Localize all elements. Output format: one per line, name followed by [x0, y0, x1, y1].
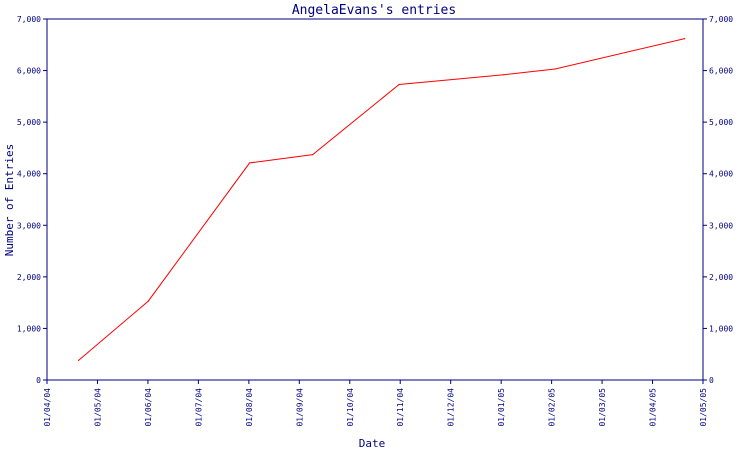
y-axis-left: 0 1,000 2,000 3,000 4,000 5,000 6,000 7,000 [17, 15, 47, 385]
series-layer [78, 38, 686, 361]
x-axis: 01/04/04 01/05/04 01/06/04 01/07/04 01/08/04… [43, 380, 708, 427]
y-tick-label-left: 5,000 [17, 118, 41, 127]
x-tick-label: 01/11/04 [396, 388, 405, 427]
y-tick-label-left: 7,000 [17, 15, 41, 24]
data-point [312, 154, 314, 156]
series-line [78, 38, 685, 361]
y-tick-label-left: 6,000 [17, 67, 41, 76]
x-tick-label: 01/02/05 [548, 388, 557, 427]
x-tick-label: 01/10/04 [346, 388, 355, 427]
y-axis-right: 0 1,000 2,000 3,000 4,000 5,000 6,000 7,000 [703, 15, 733, 385]
plot-frame [46, 18, 704, 381]
y-tick-label-right: 4,000 [709, 170, 733, 179]
y-tick-label-left: 1,000 [17, 324, 41, 333]
x-tick-label: 01/04/05 [649, 388, 658, 427]
x-tick-label: 01/06/04 [144, 388, 153, 427]
y-axis-label: Number of Entries [3, 144, 16, 257]
y-tick-label-right: 5,000 [709, 118, 733, 127]
x-tick-label: 01/01/05 [497, 388, 506, 427]
chart-title: AngelaEvans's entries [292, 3, 456, 18]
data-point [554, 68, 556, 70]
y-tick-label-right: 3,000 [709, 221, 733, 230]
y-tick-label-left: 4,000 [17, 170, 41, 179]
x-tick-label: 01/05/05 [699, 388, 708, 427]
data-point [78, 359, 80, 361]
y-tick-label-right: 7,000 [709, 15, 733, 24]
y-tick-label-right: 0 [709, 376, 714, 385]
data-point [398, 83, 400, 86]
x-tick-label: 01/05/04 [93, 388, 102, 427]
x-tick-label: 01/07/04 [194, 388, 203, 427]
y-tick-label-left: 2,000 [17, 273, 41, 282]
x-axis-label: Date [359, 437, 386, 450]
y-tick-label-left: 3,000 [17, 221, 41, 230]
data-point [503, 74, 505, 76]
x-tick-label: 01/12/04 [447, 388, 456, 427]
data-point [147, 300, 149, 302]
x-tick-label: 01/04/04 [43, 388, 52, 427]
y-tick-label-right: 2,000 [709, 273, 733, 282]
y-tick-label-right: 6,000 [709, 67, 733, 76]
x-tick-label: 01/03/05 [598, 388, 607, 427]
x-tick-label: 01/09/04 [295, 388, 304, 427]
y-tick-label-left: 0 [36, 376, 41, 385]
y-tick-label-right: 1,000 [709, 324, 733, 333]
data-point [249, 162, 251, 164]
x-tick-label: 01/08/04 [245, 388, 254, 427]
data-point [684, 38, 686, 40]
